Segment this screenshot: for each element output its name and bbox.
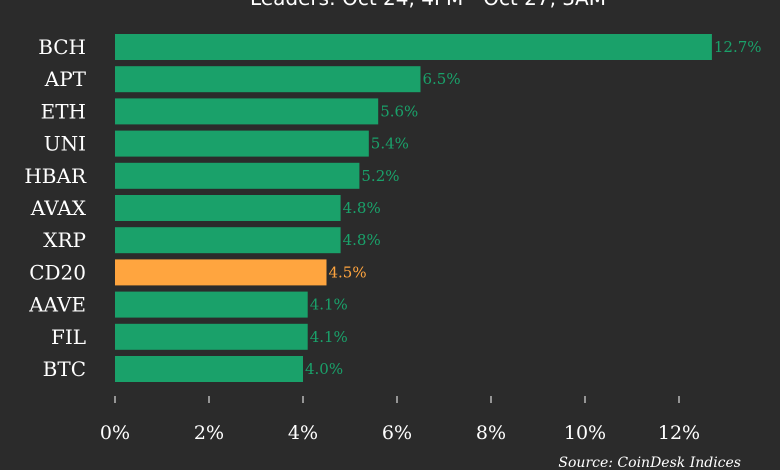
category-label-fil: FIL <box>51 325 86 349</box>
value-label-btc: 4.0% <box>305 360 343 378</box>
bar-apt <box>115 66 421 93</box>
bar-fil <box>115 323 308 350</box>
value-label-fil: 4.1% <box>310 328 348 346</box>
category-label-btc: BTC <box>43 357 86 381</box>
x-tick-label: 0% <box>100 422 130 444</box>
value-label-uni: 5.4% <box>371 135 409 153</box>
bar-bch <box>115 34 712 60</box>
bars-group: BCH 12.7% APT 6.5% ETH 5.6% UNI 5.4% HBAR 5.2% AVA… <box>24 34 762 382</box>
x-tick-label: 8% <box>476 422 506 444</box>
x-tick-label: 6% <box>382 422 412 444</box>
category-label-eth: ETH <box>41 99 86 123</box>
value-label-hbar: 5.2% <box>361 167 399 185</box>
bar-avax <box>115 195 341 221</box>
category-label-bch: BCH <box>38 35 86 59</box>
bar-btc <box>115 356 303 382</box>
x-tick-label: 2% <box>194 422 224 444</box>
value-label-xrp: 4.8% <box>343 231 381 249</box>
value-label-cd20: 4.5% <box>329 263 367 281</box>
x-axis: 0% 2% 4% 6% 8% 10% 12% <box>100 396 700 444</box>
chart-title: Leaders: Oct 24, 4PM - Oct 27, 3AM <box>250 0 606 10</box>
category-label-hbar: HBAR <box>24 164 87 188</box>
chart-source: Source: CoinDesk Indices <box>558 455 741 470</box>
value-label-apt: 6.5% <box>423 70 461 88</box>
x-tick-label: 10% <box>564 422 606 444</box>
bar-cd20 <box>115 259 327 286</box>
bar-aave <box>115 291 308 318</box>
category-label-apt: APT <box>44 67 87 91</box>
category-label-cd20: CD20 <box>29 260 86 284</box>
bar-uni <box>115 130 369 157</box>
value-label-bch: 12.7% <box>714 38 762 56</box>
value-label-eth: 5.6% <box>380 102 418 120</box>
category-label-avax: AVAX <box>30 196 87 220</box>
category-label-uni: UNI <box>44 132 86 156</box>
category-label-aave: AAVE <box>28 293 86 317</box>
value-label-avax: 4.8% <box>343 199 381 217</box>
bar-eth <box>115 98 379 125</box>
value-label-aave: 4.1% <box>310 296 348 314</box>
x-tick-label: 4% <box>288 422 318 444</box>
bar-hbar <box>115 162 360 189</box>
category-label-xrp: XRP <box>43 228 86 252</box>
x-tick-label: 12% <box>658 422 700 444</box>
bar-xrp <box>115 227 341 254</box>
